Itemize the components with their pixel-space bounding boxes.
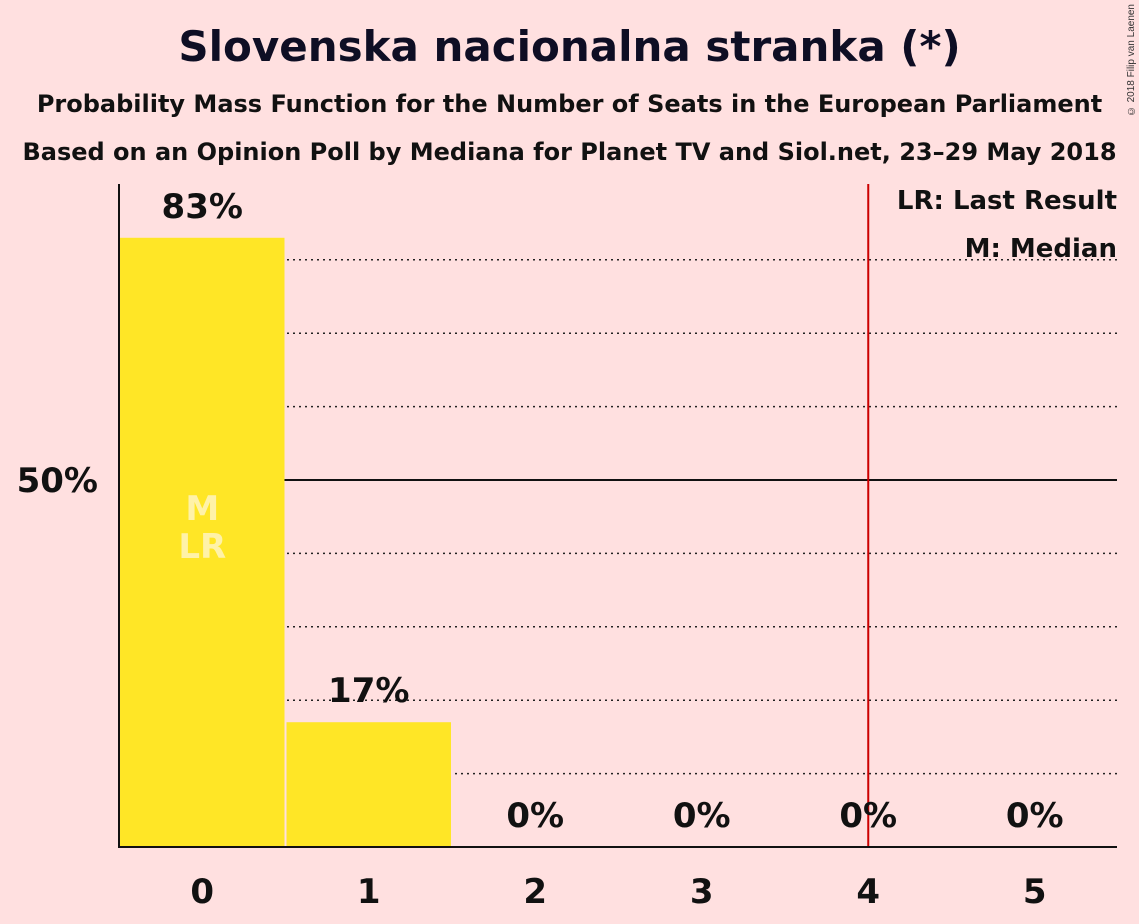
x-tick-label: 4 — [856, 872, 880, 912]
axes: 50% 0 1 2 3 4 5 — [17, 184, 1117, 912]
value-labels: 83% 17% 0% 0% 0% 0% MLR — [162, 187, 1064, 836]
x-tick-label: 0 — [190, 872, 214, 912]
x-tick-label: 5 — [1023, 872, 1047, 912]
data-label: 0% — [673, 796, 731, 836]
legend-median: M: Median — [965, 234, 1117, 264]
chart-source: Based on an Opinion Poll by Mediana for … — [22, 138, 1117, 166]
data-label: 83% — [162, 187, 243, 227]
x-tick-label: 1 — [357, 872, 381, 912]
data-label: 0% — [839, 796, 897, 836]
legend-last-result: LR: Last Result — [897, 186, 1117, 216]
median-marker: M — [185, 489, 219, 529]
chart-title: Slovenska nacionalna stranka (*) — [178, 22, 961, 71]
chart-subtitle: Probability Mass Function for the Number… — [36, 90, 1103, 118]
bar — [120, 237, 285, 847]
data-label: 17% — [328, 671, 409, 711]
y-tick-label: 50% — [17, 461, 98, 501]
data-label: 0% — [506, 796, 564, 836]
bars — [120, 237, 451, 847]
x-tick-label: 2 — [523, 872, 547, 912]
last-result-marker: LR — [178, 527, 226, 567]
bar — [286, 722, 451, 847]
data-label: 0% — [1006, 796, 1064, 836]
x-tick-label: 3 — [690, 872, 714, 912]
gridlines — [119, 259, 1117, 775]
